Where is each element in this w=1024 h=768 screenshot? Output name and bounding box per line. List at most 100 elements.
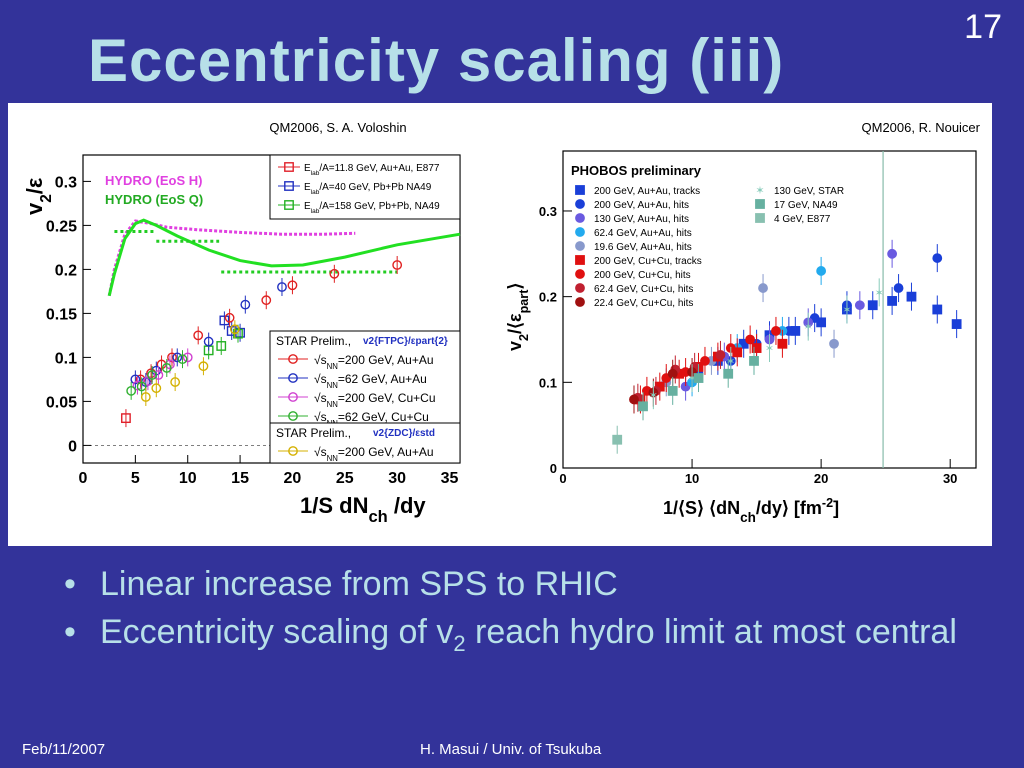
chart-right-legend-label: 130 GeV, STAR <box>774 186 844 197</box>
chart-left-legend-bottom-label: √sNN=200 GeV, Cu+Cu <box>314 391 436 409</box>
chart-right-ylabel-part: ⟩ <box>505 283 525 290</box>
chart-left-legend-bottom-label-part: s <box>321 391 327 405</box>
chart-left-legend-top-label-part: /A=158 GeV, Pb+Pb, NA49 <box>319 201 440 212</box>
chart-left-point <box>167 352 177 363</box>
chart-left-legend-zdc-box <box>269 422 461 464</box>
chart-left-legend-marker <box>288 446 298 456</box>
chart-right-legend-marker <box>755 213 765 223</box>
chart-right-xlabel-part: -2 <box>822 496 833 510</box>
chart-right-legend-marker <box>575 255 585 265</box>
chart-left-point <box>136 381 147 392</box>
chart-left-legend-bottom-method: v2{FTPC}/εpart{2} <box>363 336 448 347</box>
chart-left-point <box>170 377 181 387</box>
chart-left-legend-bottom-label-part: =200 GeV, Cu+Cu <box>338 391 436 405</box>
chart-right-point: ✶ <box>649 390 658 402</box>
chart-left-ylabel-part: v <box>22 202 47 215</box>
chart-right-title: PHOBOS preliminary <box>571 163 702 178</box>
bullet-list: • Linear increase from SPS to RHIC • Ecc… <box>58 562 958 670</box>
chart-right-point <box>777 338 788 349</box>
chart-right-point: ✶ <box>875 287 884 299</box>
chart-right-ytick-label: 0.1 <box>539 375 557 390</box>
chart-left-xtick-label: 5 <box>131 470 140 487</box>
chart-left-legend-bottom-label-part: NN <box>327 400 338 409</box>
chart-left-point <box>147 370 158 380</box>
chart-right-ylabel: v2/⟨εpart⟩ <box>505 283 531 351</box>
chart-right-point <box>867 300 878 311</box>
chart-left-legend-bottom-label-part: NN <box>327 381 338 390</box>
chart-left-ylabel: v2/ε <box>22 177 55 215</box>
chart-right-legend-label: 130 GeV, Au+Au, hits <box>594 214 689 225</box>
chart-left-legend-zdc: STAR Prelim., v2{ZDC}/εstd √sNN=200 GeV, A… <box>269 422 461 464</box>
chart-left-legend-top-label-part: lab <box>311 189 320 196</box>
bullet-text-sub: 2 <box>453 630 466 656</box>
chart-left-point <box>151 383 162 394</box>
chart-left-legend-top-label: Elab/A=158 GeV, Pb+Pb, NA49 <box>304 201 440 215</box>
bullet-text-post: reach hydro limit at most central <box>465 613 957 651</box>
chart-left-xlabel-part: 1/S dN <box>300 493 368 518</box>
chart-left-point <box>392 260 403 270</box>
chart-right-legend-label: 62.4 GeV, Cu+Cu, hits <box>594 284 693 295</box>
chart-left-point <box>193 330 204 341</box>
chart-left-xtick-label: 20 <box>284 470 302 487</box>
chart-left-legend-marker <box>284 162 294 172</box>
bullet-item: • Linear increase from SPS to RHIC <box>58 562 958 606</box>
chart-right-legend-label: 200 GeV, Cu+Cu, hits <box>594 270 691 281</box>
bullet-dot-icon: • <box>64 613 76 651</box>
chart-left-point <box>203 336 214 347</box>
chart-right-legend-marker <box>575 227 585 237</box>
chart-right-xlabel-part: ch <box>740 510 756 525</box>
chart-right-legend-marker <box>575 213 585 223</box>
chart-right-legend-marker <box>575 269 585 279</box>
chart-left-ytick-label: 0.05 <box>46 394 77 411</box>
chart-right-ylabel-part: part <box>517 289 531 314</box>
chart-left-legend-bottom-label-part: =62 GeV, Cu+Cu <box>338 410 429 424</box>
chart-left-xlabel: 1/S dNch /dy <box>300 493 426 526</box>
chart-right-legend-label: 22.4 GeV, Cu+Cu, hits <box>594 298 693 309</box>
chart-left-legend-marker <box>284 181 294 191</box>
chart-left-legend-top-label-part: E <box>304 163 311 174</box>
chart-left-legend-bottom-label-part: √ <box>314 391 321 405</box>
chart-right-point <box>751 343 762 353</box>
chart-right-point <box>758 283 768 293</box>
chart-right-legend-marker <box>575 199 585 209</box>
chart-left-point <box>182 352 193 363</box>
chart-left-legend-bottom-label-part: =62 GeV, Au+Au <box>338 372 427 386</box>
chart-left-legend-top-label: Elab/A=11.8 GeV, Au+Au, E877 <box>304 163 440 177</box>
chart-right-point <box>667 368 678 379</box>
chart-right-xlabel: 1/⟨S⟩ ⟨dNch/dy⟩ [fm-2] <box>663 496 839 525</box>
figure-panel: QM2006, S. A. Voloshin 0 5 10 15 20 25 30 35 0 0.0… <box>8 103 992 546</box>
chart-right-xlabel-part: 1/⟨S⟩ ⟨dN <box>663 498 740 518</box>
chart-right-source-label: QM2006, R. Nouicer <box>862 120 981 135</box>
chart-right-point <box>854 300 865 311</box>
chart-left-source-label: QM2006, S. A. Voloshin <box>269 120 406 135</box>
chart-left-point <box>130 374 141 385</box>
chart-left-legend-top-label-part: lab <box>311 208 320 215</box>
chart-left-legend-top-label-part: E <box>304 201 311 212</box>
chart-right-series <box>612 425 623 454</box>
chart-right-point <box>700 356 710 366</box>
chart-right-series: ✶ ✶ ✶ ✶ ✶ ✶ ✶ <box>649 278 884 410</box>
chart-left-legend-bottom-label-part: √ <box>314 353 321 367</box>
chart-right-point <box>951 319 962 329</box>
chart-left-point <box>219 315 230 326</box>
chart-left-xtick-label: 25 <box>336 470 354 487</box>
chart-left-hydro-h-label: HYDRO (EoS H) <box>105 173 203 188</box>
chart-right-legend-marker <box>575 185 585 195</box>
chart-left-ytick-label: 0 <box>68 438 77 455</box>
chart-left-point <box>229 324 240 335</box>
chart-right-ylabel-part: 2 <box>517 334 531 341</box>
chart-left-xtick-label: 10 <box>179 470 197 487</box>
chart-left-point <box>224 312 235 323</box>
chart-left-point <box>261 295 272 306</box>
chart-right-ylabel-part: v <box>505 341 525 351</box>
chart-left-point <box>153 370 164 380</box>
chart-left-hydro-q-label: HYDRO (EoS Q) <box>105 192 203 207</box>
chart-right-point: ✶ <box>804 322 813 334</box>
chart-left-point <box>198 361 209 372</box>
chart-left-legend-bottom-label-part: √ <box>314 410 321 424</box>
chart-left-series <box>203 324 243 360</box>
chart-left-legend-top-label-part: E <box>304 182 311 193</box>
chart-left-legend-bottom-label-part: s <box>321 410 327 424</box>
chart-left-legend-marker <box>288 373 298 383</box>
